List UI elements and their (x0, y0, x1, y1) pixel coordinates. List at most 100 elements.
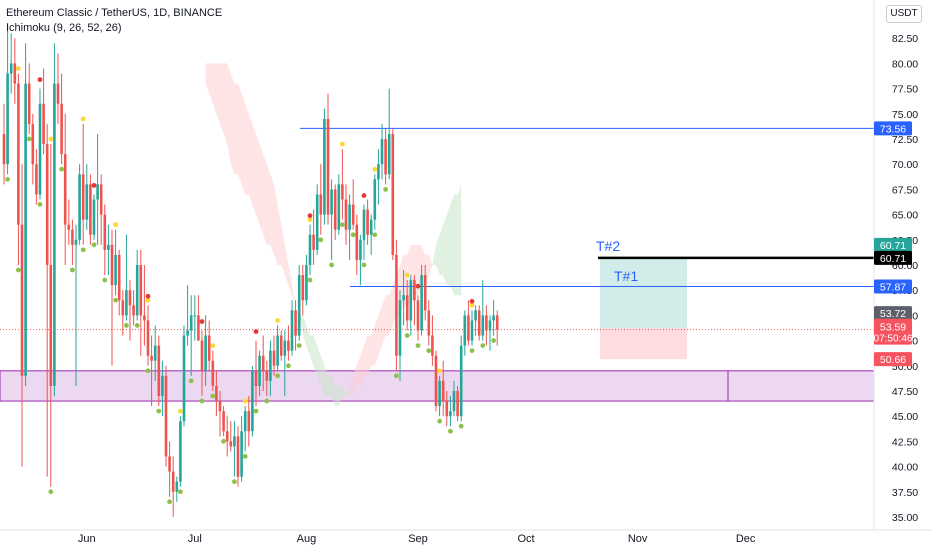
candle[interactable] (229, 421, 233, 452)
candle[interactable] (301, 265, 305, 316)
candle[interactable] (204, 315, 207, 386)
candle[interactable] (344, 184, 348, 245)
candle[interactable] (251, 365, 254, 437)
candle[interactable] (337, 174, 341, 235)
candle[interactable] (71, 219, 74, 265)
candle[interactable] (326, 93, 330, 225)
candle[interactable] (193, 295, 197, 341)
candle[interactable] (477, 305, 481, 341)
candle[interactable] (427, 300, 431, 346)
candle[interactable] (157, 335, 161, 407)
candle[interactable] (492, 300, 495, 336)
candle[interactable] (139, 249, 143, 356)
candle[interactable] (78, 164, 81, 245)
candle[interactable] (348, 194, 351, 260)
candle[interactable] (481, 280, 485, 341)
candle[interactable] (474, 305, 477, 336)
candle[interactable] (117, 249, 121, 316)
candle[interactable] (243, 406, 247, 452)
candle[interactable] (103, 204, 107, 276)
candle[interactable] (449, 396, 452, 427)
candle[interactable] (359, 234, 362, 286)
candle[interactable] (380, 123, 384, 180)
candle[interactable] (409, 275, 413, 336)
candle[interactable] (431, 315, 434, 366)
candle[interactable] (92, 194, 96, 240)
candle[interactable] (107, 224, 110, 276)
candle[interactable] (258, 350, 261, 397)
candle[interactable] (60, 73, 63, 165)
candle[interactable] (470, 310, 474, 346)
candle[interactable] (189, 295, 193, 376)
candle[interactable] (294, 300, 297, 351)
candle[interactable] (150, 335, 153, 407)
candle[interactable] (35, 149, 38, 205)
candle[interactable] (233, 421, 236, 477)
candle[interactable] (42, 68, 45, 155)
candle[interactable] (13, 38, 17, 104)
candle[interactable] (161, 360, 164, 417)
candle[interactable] (456, 385, 459, 422)
candle[interactable] (315, 184, 319, 255)
candle[interactable] (434, 350, 438, 412)
candle[interactable] (38, 88, 42, 200)
candle[interactable] (463, 310, 467, 356)
candle[interactable] (402, 270, 405, 326)
candle[interactable] (495, 310, 499, 346)
candle[interactable] (355, 214, 359, 276)
candle[interactable] (45, 123, 49, 477)
candle[interactable] (420, 265, 423, 336)
candle[interactable] (53, 43, 56, 397)
candle[interactable] (369, 214, 373, 255)
candle[interactable] (89, 174, 92, 245)
candle[interactable] (132, 290, 135, 326)
candle[interactable] (279, 330, 283, 361)
candle[interactable] (81, 123, 85, 245)
candle[interactable] (49, 144, 53, 487)
candle[interactable] (333, 184, 337, 240)
candle[interactable] (135, 249, 139, 321)
position-profit-zone[interactable] (600, 257, 687, 329)
candle[interactable] (467, 300, 470, 346)
candle[interactable] (254, 340, 258, 407)
candle[interactable] (179, 416, 182, 487)
candle[interactable] (366, 199, 369, 245)
candle[interactable] (287, 325, 290, 361)
candle[interactable] (441, 360, 445, 417)
candle[interactable] (182, 325, 186, 427)
candle[interactable] (387, 88, 391, 180)
candle[interactable] (56, 53, 60, 124)
candle[interactable] (218, 390, 222, 437)
candle[interactable] (27, 63, 31, 134)
candle[interactable] (17, 73, 20, 265)
candle[interactable] (236, 426, 240, 487)
candle[interactable] (269, 340, 272, 397)
candle[interactable] (211, 350, 215, 391)
position-loss-zone[interactable] (600, 328, 687, 360)
candle[interactable] (297, 265, 301, 341)
candle[interactable] (153, 325, 157, 381)
candle[interactable] (319, 164, 323, 235)
candle[interactable] (171, 456, 175, 517)
candle[interactable] (362, 204, 366, 260)
candle[interactable] (128, 280, 132, 341)
candle[interactable] (225, 416, 229, 457)
candle[interactable] (186, 285, 189, 346)
candle[interactable] (276, 325, 279, 371)
candle[interactable] (24, 43, 27, 386)
candle[interactable] (175, 476, 179, 502)
candle[interactable] (459, 335, 463, 422)
candle[interactable] (146, 305, 150, 366)
candle[interactable] (391, 128, 395, 260)
candle[interactable] (125, 234, 128, 321)
candle[interactable] (305, 254, 308, 306)
candle[interactable] (384, 128, 387, 185)
candle[interactable] (96, 133, 99, 245)
candle[interactable] (6, 23, 9, 175)
candle[interactable] (2, 103, 6, 185)
candle[interactable] (445, 390, 449, 427)
candle[interactable] (200, 330, 204, 397)
candle[interactable] (272, 335, 276, 376)
